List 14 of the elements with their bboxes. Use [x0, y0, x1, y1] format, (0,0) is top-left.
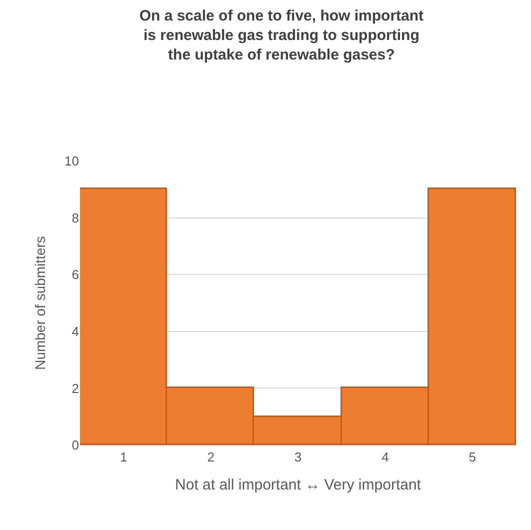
x-axis-title: Not at all important ↔ Very important [175, 476, 422, 494]
y-tick-label: 4 [72, 324, 79, 339]
y-tick-label: 2 [72, 380, 79, 396]
y-tick-label: 0 [72, 438, 79, 453]
y-tick-label: 10 [64, 154, 79, 169]
y-tick-label: 6 [72, 267, 79, 282]
x-tick-label: 3 [294, 450, 302, 465]
y-tick-label: 8 [72, 210, 79, 226]
y-axis-title: Number of submitters [32, 236, 48, 370]
x-tick-label: 5 [468, 450, 476, 465]
chart-title: On a scale of one to five, how important is renewable gas trading to supporting the uptake of renewable gases? [139, 8, 424, 64]
x-tick-label: 1 [120, 450, 128, 465]
x-tick-label: 2 [207, 450, 214, 465]
x-tick-label: 4 [382, 450, 389, 465]
